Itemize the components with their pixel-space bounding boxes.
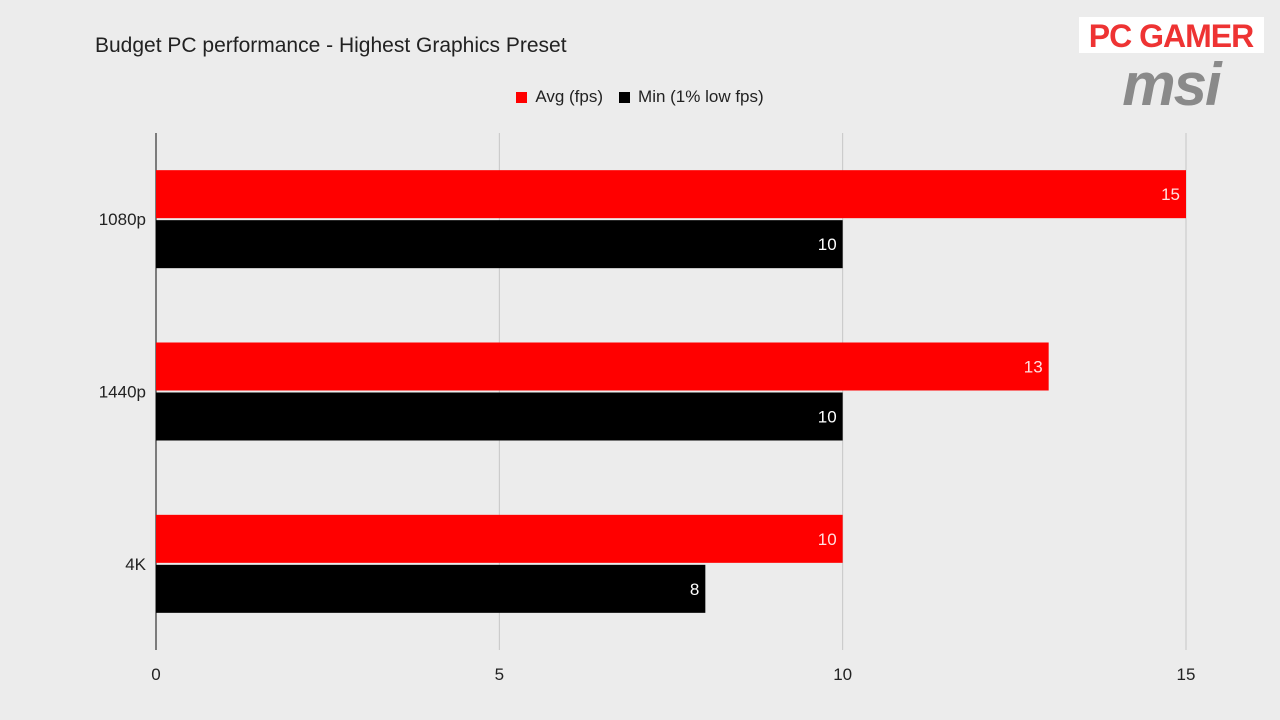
- data-label: 13: [1024, 358, 1043, 377]
- y-category-label: 4K: [125, 555, 146, 574]
- pcgamer-msi-logo: PC GAMER msi: [1079, 17, 1264, 114]
- data-label: 10: [818, 408, 837, 427]
- data-label: 10: [818, 235, 837, 254]
- legend-label-avg: Avg (fps): [535, 87, 604, 106]
- x-tick-label: 5: [495, 665, 504, 684]
- logo-brand-text: PC GAMER: [1089, 18, 1254, 54]
- bar-min-1080p: [156, 220, 843, 269]
- bar-avg-4k: [156, 514, 843, 563]
- logo-partner-text: msi: [1122, 51, 1223, 114]
- y-category-label: 1440p: [99, 383, 146, 402]
- data-label: 8: [690, 580, 699, 599]
- legend-label-min: Min (1% low fps): [638, 87, 764, 106]
- legend-item-min: Min (1% low fps): [619, 87, 764, 107]
- x-tick-label: 10: [833, 665, 852, 684]
- logo-background: [1079, 17, 1264, 53]
- data-label: 15: [1161, 185, 1180, 204]
- bar-avg-1080p: [156, 170, 1186, 219]
- bar-avg-1440p: [156, 342, 1049, 391]
- chart-legend: Avg (fps) Min (1% low fps): [0, 87, 1280, 107]
- bar-min-1440p: [156, 392, 843, 441]
- y-category-label: 1080p: [99, 210, 146, 229]
- x-tick-label: 0: [151, 665, 160, 684]
- x-tick-label: 15: [1177, 665, 1196, 684]
- legend-swatch-avg: [516, 91, 528, 103]
- legend-item-avg: Avg (fps): [516, 87, 603, 107]
- chart-title: Budget PC performance - Highest Graphics…: [95, 34, 567, 57]
- bar-min-4k: [156, 564, 706, 613]
- legend-swatch-min: [619, 91, 631, 103]
- data-label: 10: [818, 530, 837, 549]
